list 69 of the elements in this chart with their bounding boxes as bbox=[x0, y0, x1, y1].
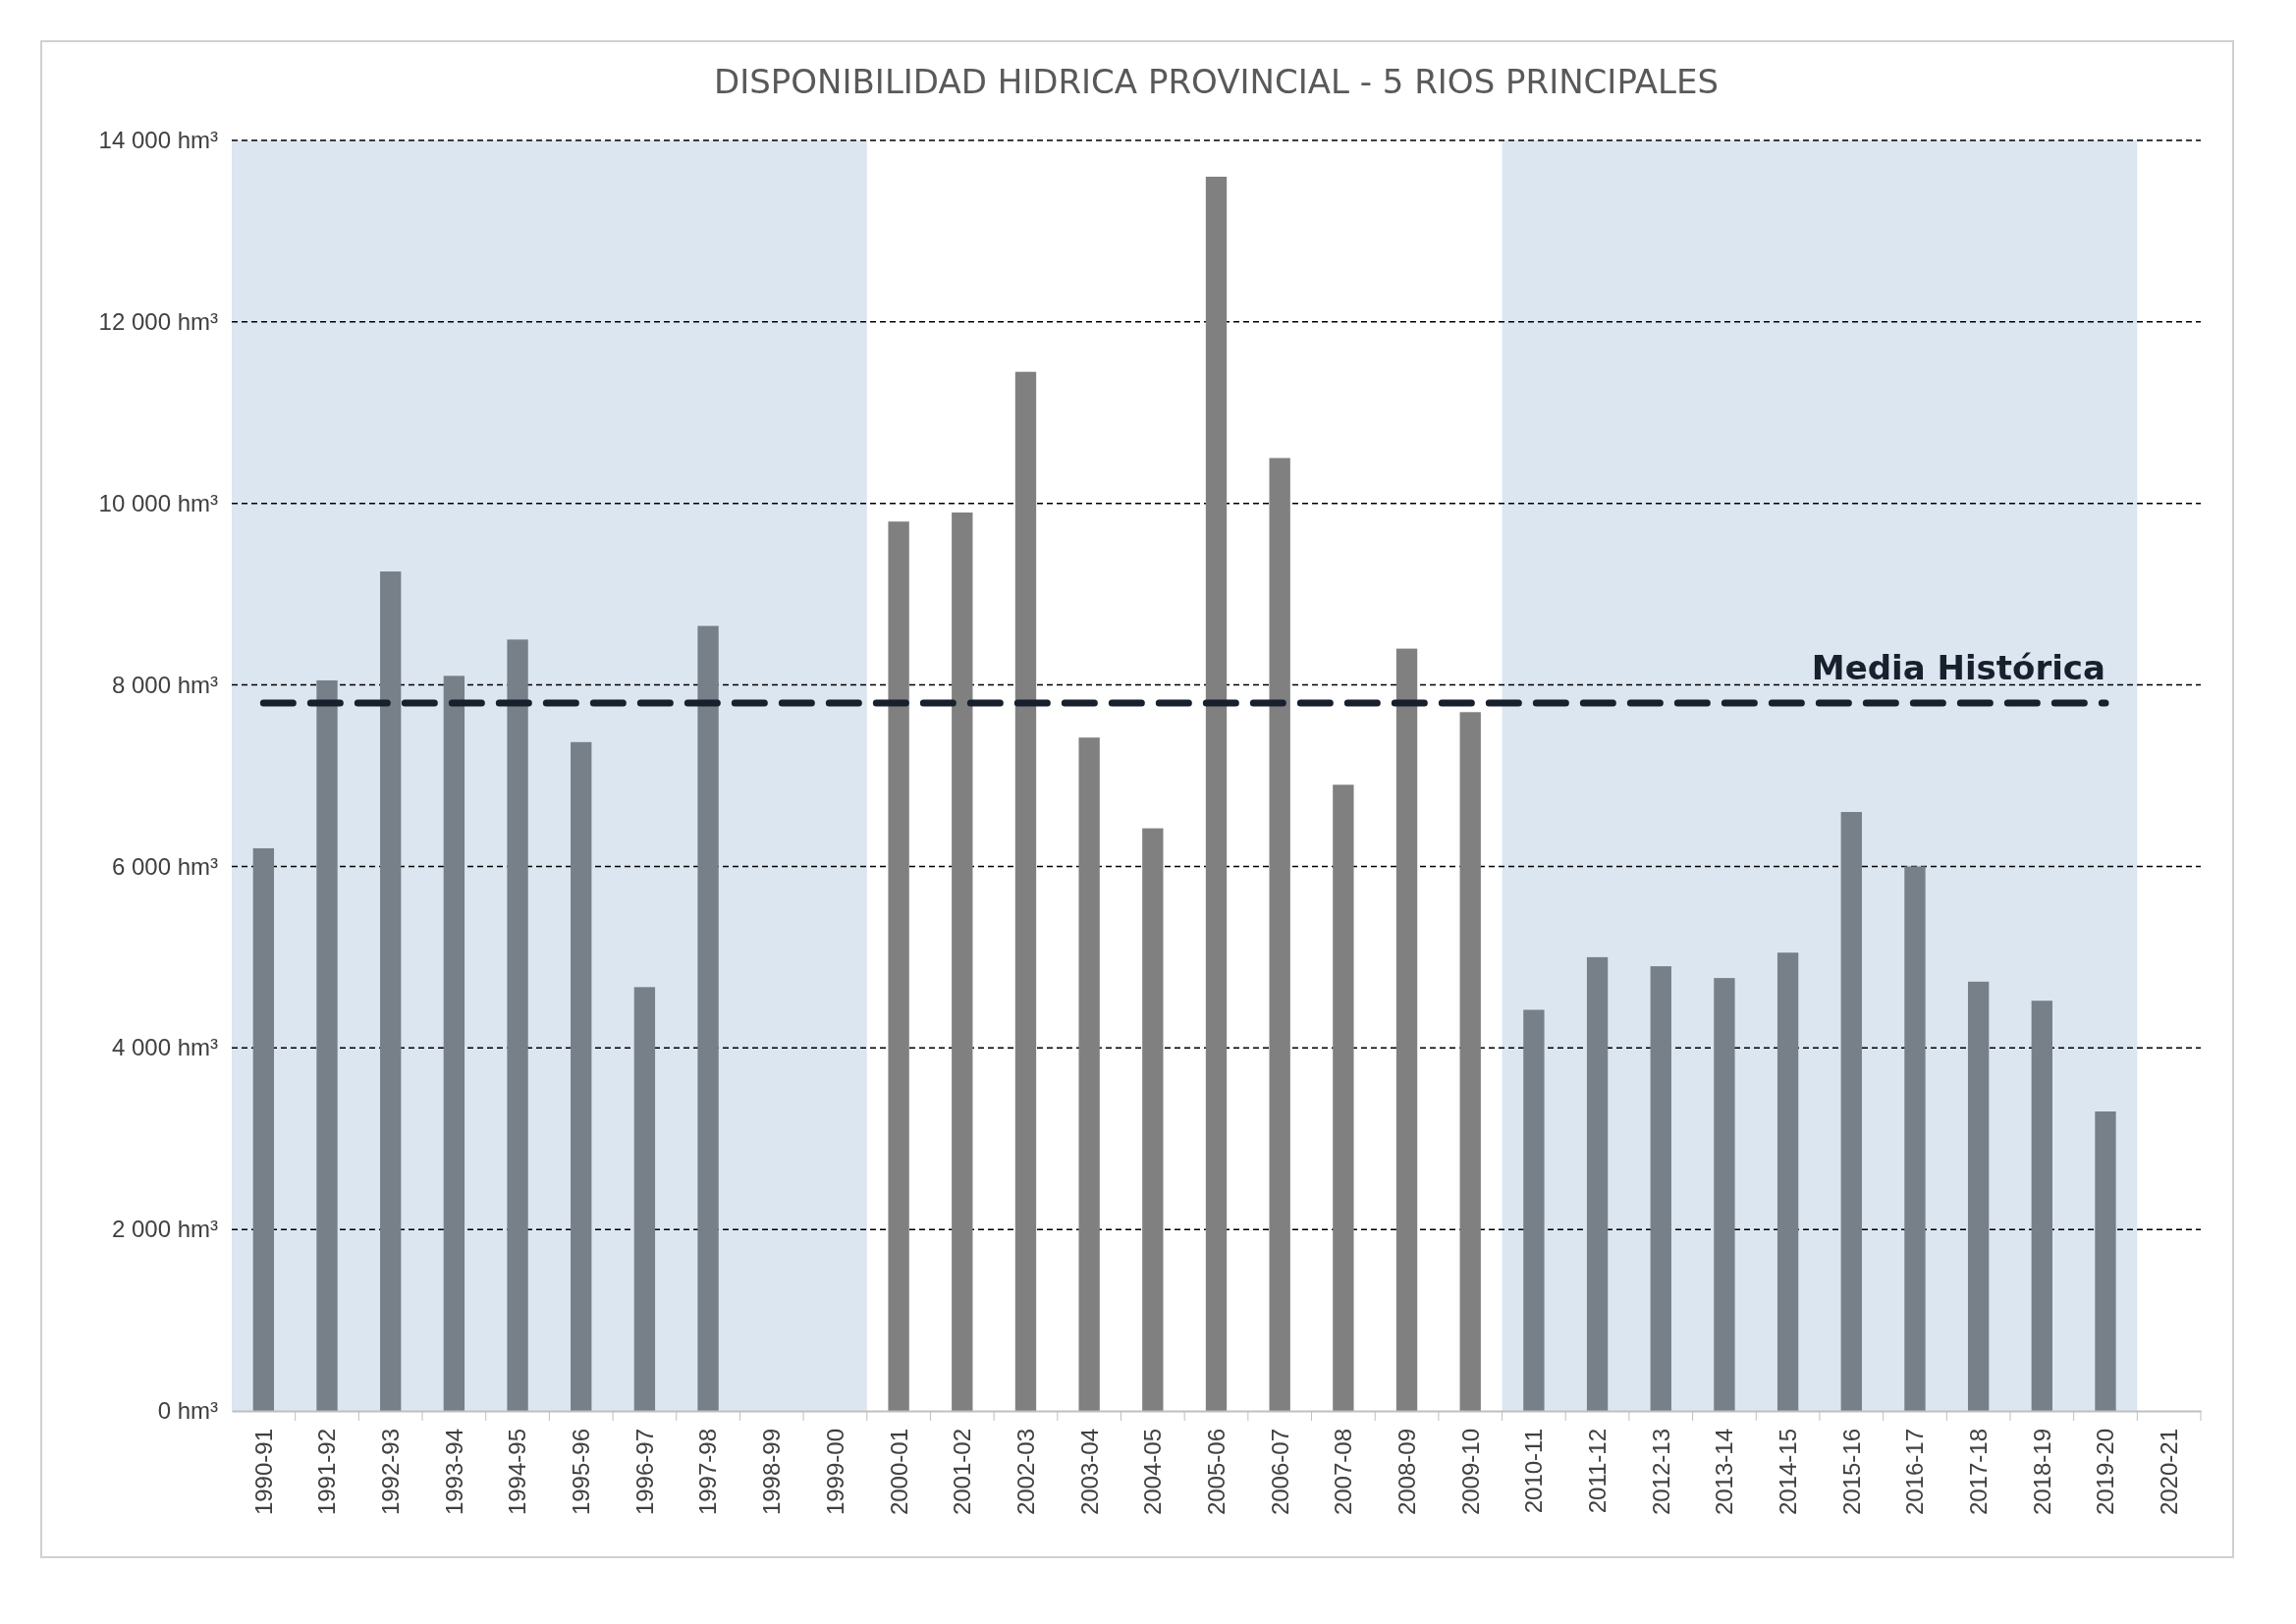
bar bbox=[507, 639, 528, 1411]
x-tick-label: 2016-17 bbox=[1901, 1429, 1929, 1516]
bar bbox=[1650, 966, 1671, 1411]
x-tick-label: 2011-12 bbox=[1583, 1429, 1611, 1514]
bar bbox=[1014, 371, 1037, 1411]
chart-title: DISPONIBILIDAD HIDRICA PROVINCIAL - 5 RIOS PRINCIPALES bbox=[714, 62, 1719, 101]
x-tick-label: 2020-21 bbox=[2156, 1429, 2183, 1516]
x-tick-label: 1998-99 bbox=[758, 1429, 786, 1516]
bar bbox=[1333, 785, 1354, 1411]
y-tick-label: 6 000 hm³ bbox=[111, 852, 218, 880]
x-tick-label: 1994-95 bbox=[504, 1429, 531, 1516]
x-tick-label: 2018-19 bbox=[2028, 1429, 2055, 1516]
bar bbox=[1840, 811, 1862, 1411]
bar bbox=[633, 987, 656, 1411]
bar bbox=[888, 521, 909, 1411]
x-tick-label: 2001-02 bbox=[949, 1429, 976, 1516]
bar bbox=[1777, 952, 1799, 1411]
x-tick-label: 1990-91 bbox=[249, 1429, 277, 1516]
x-tick-label: 2004-05 bbox=[1139, 1429, 1167, 1516]
bar bbox=[443, 676, 465, 1411]
y-tick-label: 12 000 hm³ bbox=[98, 308, 219, 336]
bar bbox=[1142, 828, 1164, 1411]
x-tick-label: 2006-07 bbox=[1266, 1429, 1293, 1516]
y-tick-label: 0 hm³ bbox=[157, 1397, 218, 1425]
bar bbox=[1904, 866, 1926, 1411]
x-tick-label: 1999-00 bbox=[821, 1429, 848, 1516]
x-tick-label: 1991-92 bbox=[313, 1429, 341, 1516]
bar bbox=[697, 625, 719, 1411]
x-tick-label: 2000-01 bbox=[885, 1429, 912, 1516]
x-tick-label: 2009-10 bbox=[1456, 1429, 1484, 1516]
bar bbox=[1395, 648, 1418, 1411]
y-tick-label: 2 000 hm³ bbox=[111, 1216, 218, 1243]
x-tick-label: 1996-97 bbox=[630, 1429, 658, 1516]
bar bbox=[252, 847, 275, 1411]
bar bbox=[1269, 458, 1290, 1411]
y-tick-label: 10 000 hm³ bbox=[98, 489, 219, 516]
bar bbox=[2095, 1110, 2116, 1411]
y-tick-label: 8 000 hm³ bbox=[111, 671, 218, 698]
bar bbox=[380, 571, 402, 1411]
y-tick-label: 14 000 hm³ bbox=[98, 127, 219, 154]
x-tick-label: 2008-09 bbox=[1393, 1429, 1420, 1516]
bar bbox=[1078, 737, 1100, 1411]
x-tick-label: 2003-04 bbox=[1075, 1429, 1103, 1516]
bar bbox=[1967, 981, 1990, 1411]
x-tick-label: 2010-11 bbox=[1520, 1429, 1548, 1514]
x-tick-label: 2005-06 bbox=[1202, 1429, 1230, 1516]
x-tick-label: 1997-98 bbox=[694, 1429, 722, 1516]
x-tick-label: 2012-13 bbox=[1647, 1429, 1674, 1516]
x-tick-label: 1993-94 bbox=[440, 1429, 467, 1516]
x-tick-label: 2015-16 bbox=[1837, 1429, 1865, 1516]
x-tick-label: 1992-93 bbox=[377, 1429, 405, 1516]
bar bbox=[1586, 956, 1609, 1411]
bar bbox=[1714, 978, 1735, 1411]
x-tick-label: 2014-15 bbox=[1775, 1429, 1801, 1516]
x-tick-label: 1995-96 bbox=[568, 1429, 595, 1516]
bar bbox=[952, 512, 973, 1411]
x-tick-label: 2013-14 bbox=[1711, 1429, 1738, 1516]
ref-line-label: Media Histórica bbox=[1811, 648, 2105, 688]
x-tick-label: 2002-03 bbox=[1011, 1429, 1039, 1516]
x-tick-label: 2017-18 bbox=[1965, 1429, 1993, 1516]
bar bbox=[2031, 1001, 2052, 1411]
bar bbox=[571, 741, 592, 1411]
x-tick-label: 2007-08 bbox=[1330, 1429, 1357, 1516]
y-tick-label: 4 000 hm³ bbox=[111, 1034, 218, 1061]
bar bbox=[316, 679, 338, 1411]
bar bbox=[1523, 1009, 1545, 1411]
bar bbox=[1205, 176, 1228, 1411]
bar bbox=[1459, 712, 1481, 1411]
x-tick-label: 2019-20 bbox=[2092, 1429, 2119, 1516]
